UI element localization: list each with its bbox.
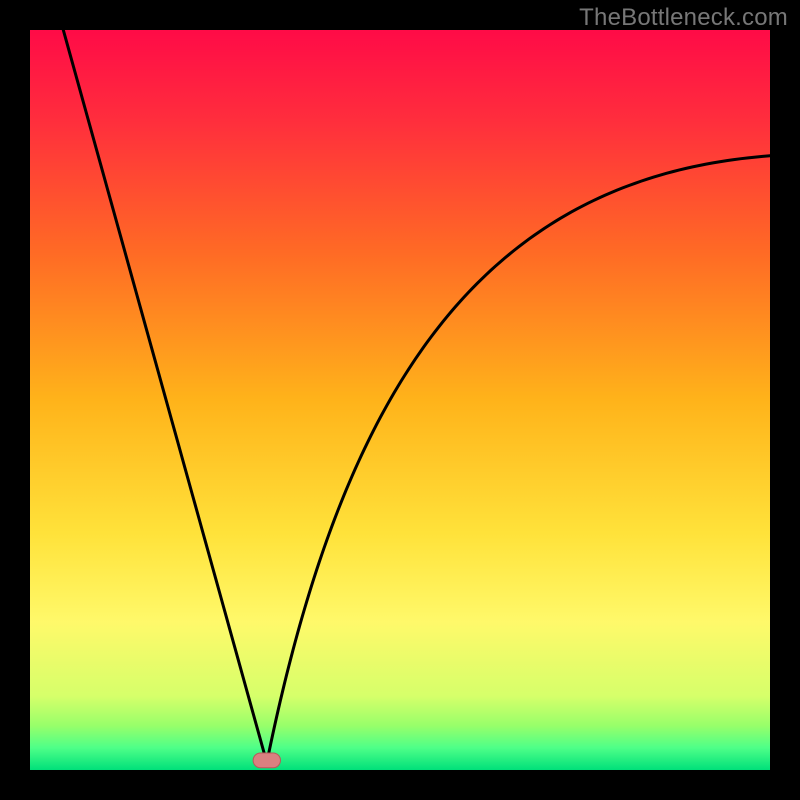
- watermark-text: TheBottleneck.com: [579, 4, 788, 32]
- sweet-spot-marker: [253, 753, 280, 768]
- bottleneck-chart: [0, 0, 800, 800]
